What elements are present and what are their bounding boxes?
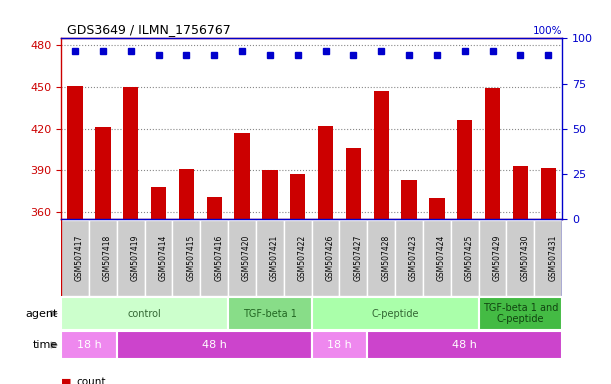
Bar	[423, 220, 451, 296]
Bar	[200, 220, 228, 296]
Text: GSM507416: GSM507416	[214, 235, 223, 281]
Bar	[290, 174, 306, 219]
Bar	[534, 220, 562, 296]
Text: 18 h: 18 h	[76, 340, 101, 350]
Bar	[312, 297, 478, 330]
Bar	[228, 220, 256, 296]
Text: control: control	[128, 308, 161, 319]
Text: GDS3649 / ILMN_1756767: GDS3649 / ILMN_1756767	[67, 23, 231, 36]
Text: GSM507420: GSM507420	[242, 235, 251, 281]
Bar	[401, 180, 417, 219]
Bar	[262, 170, 277, 219]
Text: TGF-beta 1: TGF-beta 1	[243, 308, 297, 319]
Text: 100%: 100%	[533, 26, 562, 36]
Bar	[228, 297, 312, 330]
Text: agent: agent	[26, 308, 58, 319]
Text: GSM507431: GSM507431	[548, 235, 557, 281]
Text: time: time	[33, 340, 58, 350]
Text: GSM507427: GSM507427	[353, 235, 362, 281]
Bar	[346, 148, 361, 219]
Text: GSM507424: GSM507424	[437, 235, 446, 281]
Text: GSM507419: GSM507419	[131, 235, 140, 281]
Bar	[117, 331, 312, 359]
Bar	[318, 126, 333, 219]
Text: GSM507421: GSM507421	[270, 235, 279, 281]
Bar	[312, 331, 367, 359]
Text: 48 h: 48 h	[452, 340, 477, 350]
Bar	[123, 87, 138, 219]
Text: GSM507430: GSM507430	[521, 235, 529, 281]
Bar	[61, 331, 117, 359]
Bar	[478, 297, 562, 330]
Bar	[312, 220, 340, 296]
Text: TGF-beta 1 and
C-peptide: TGF-beta 1 and C-peptide	[483, 303, 558, 324]
Bar	[117, 220, 145, 296]
Bar	[373, 91, 389, 219]
Text: GSM507423: GSM507423	[409, 235, 418, 281]
Bar	[256, 220, 284, 296]
Text: 48 h: 48 h	[202, 340, 227, 350]
Text: GSM507422: GSM507422	[298, 235, 307, 281]
Bar	[61, 220, 89, 296]
Bar	[367, 220, 395, 296]
Bar	[207, 197, 222, 219]
Bar	[541, 167, 556, 219]
Text: GSM507418: GSM507418	[103, 235, 112, 281]
Bar	[151, 187, 166, 219]
Bar	[429, 198, 445, 219]
Text: 18 h: 18 h	[327, 340, 352, 350]
Text: C-peptide: C-peptide	[371, 308, 419, 319]
Text: GSM507425: GSM507425	[465, 235, 474, 281]
Text: GSM507414: GSM507414	[158, 235, 167, 281]
Bar	[457, 120, 472, 219]
Text: GSM507417: GSM507417	[75, 235, 84, 281]
Bar	[172, 220, 200, 296]
Bar	[178, 169, 194, 219]
Bar	[235, 133, 250, 219]
Bar	[89, 220, 117, 296]
Bar	[507, 220, 534, 296]
Bar	[284, 220, 312, 296]
Bar	[67, 86, 82, 219]
Bar	[395, 220, 423, 296]
Bar	[478, 220, 507, 296]
Bar	[95, 127, 111, 219]
Bar	[340, 220, 367, 296]
Bar	[513, 166, 528, 219]
Text: GSM507428: GSM507428	[381, 235, 390, 281]
Text: ■: ■	[61, 377, 71, 384]
Bar	[485, 88, 500, 219]
Text: count: count	[76, 377, 106, 384]
Bar	[61, 297, 228, 330]
Bar	[367, 331, 562, 359]
Text: GSM507415: GSM507415	[186, 235, 196, 281]
Bar	[145, 220, 172, 296]
Text: GSM507429: GSM507429	[492, 235, 502, 281]
Bar	[451, 220, 478, 296]
Text: GSM507426: GSM507426	[326, 235, 335, 281]
